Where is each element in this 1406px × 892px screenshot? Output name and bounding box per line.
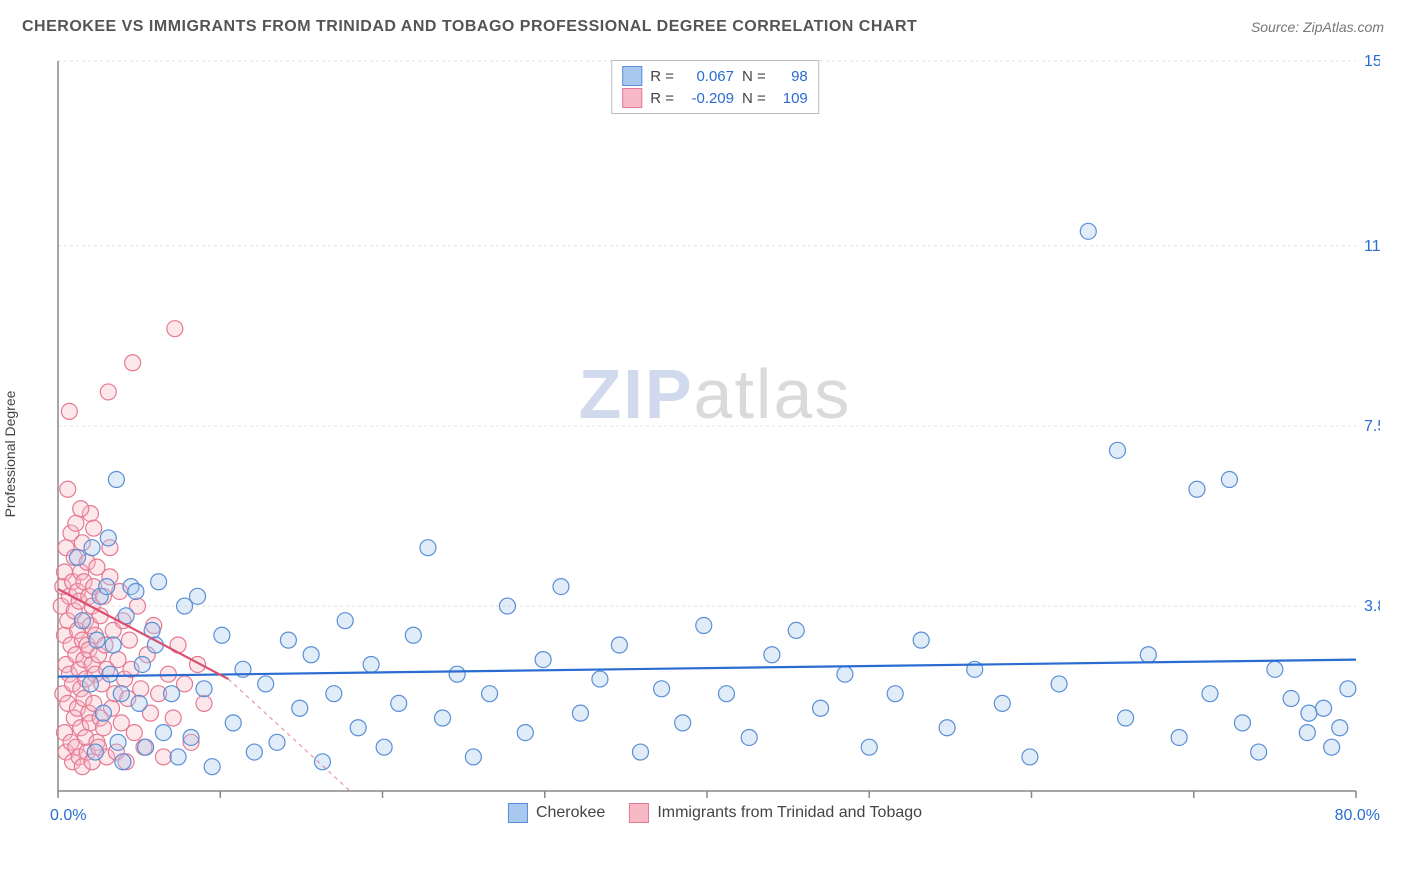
swatch-trinidad — [622, 88, 642, 108]
svg-text:3.8%: 3.8% — [1364, 598, 1380, 615]
legend-label-cherokee: Cherokee — [536, 804, 605, 822]
r-label: R = — [650, 90, 674, 107]
r-value-cherokee[interactable]: 0.067 — [682, 68, 734, 85]
legend-row-cherokee: R = 0.067 N = 98 — [622, 65, 808, 87]
svg-text:7.5%: 7.5% — [1364, 418, 1380, 435]
swatch-cherokee — [508, 803, 528, 823]
y-axis-label: Professional Degree — [2, 391, 18, 518]
chart-area: ZIPatlas 3.8%7.5%11.2%15.0% R = 0.067 N … — [50, 55, 1380, 825]
correlation-legend: R = 0.067 N = 98 R = -0.209 N = 109 — [611, 60, 819, 114]
n-value-cherokee[interactable]: 98 — [774, 68, 808, 85]
n-value-trinidad[interactable]: 109 — [774, 90, 808, 107]
n-label: N = — [742, 90, 766, 107]
x-axis-max: 80.0% — [1335, 807, 1380, 825]
scatter-plot: 3.8% 7.5% 11.2% 15.0% — [50, 55, 1380, 825]
legend-row-trinidad: R = -0.209 N = 109 — [622, 87, 808, 109]
r-value-trinidad[interactable]: -0.209 — [682, 90, 734, 107]
r-label: R = — [650, 68, 674, 85]
x-axis-min: 0.0% — [50, 807, 86, 825]
n-label: N = — [742, 68, 766, 85]
swatch-trinidad — [629, 803, 649, 823]
swatch-cherokee — [622, 66, 642, 86]
legend-label-trinidad: Immigrants from Trinidad and Tobago — [657, 804, 922, 822]
series-legend: Cherokee Immigrants from Trinidad and To… — [508, 803, 922, 823]
svg-text:11.2%: 11.2% — [1364, 238, 1380, 255]
chart-title: CHEROKEE VS IMMIGRANTS FROM TRINIDAD AND… — [22, 18, 917, 36]
legend-item-cherokee: Cherokee — [508, 803, 605, 823]
legend-item-trinidad: Immigrants from Trinidad and Tobago — [629, 803, 922, 823]
source-label: Source: ZipAtlas.com — [1251, 19, 1384, 35]
svg-text:15.0%: 15.0% — [1364, 55, 1380, 70]
